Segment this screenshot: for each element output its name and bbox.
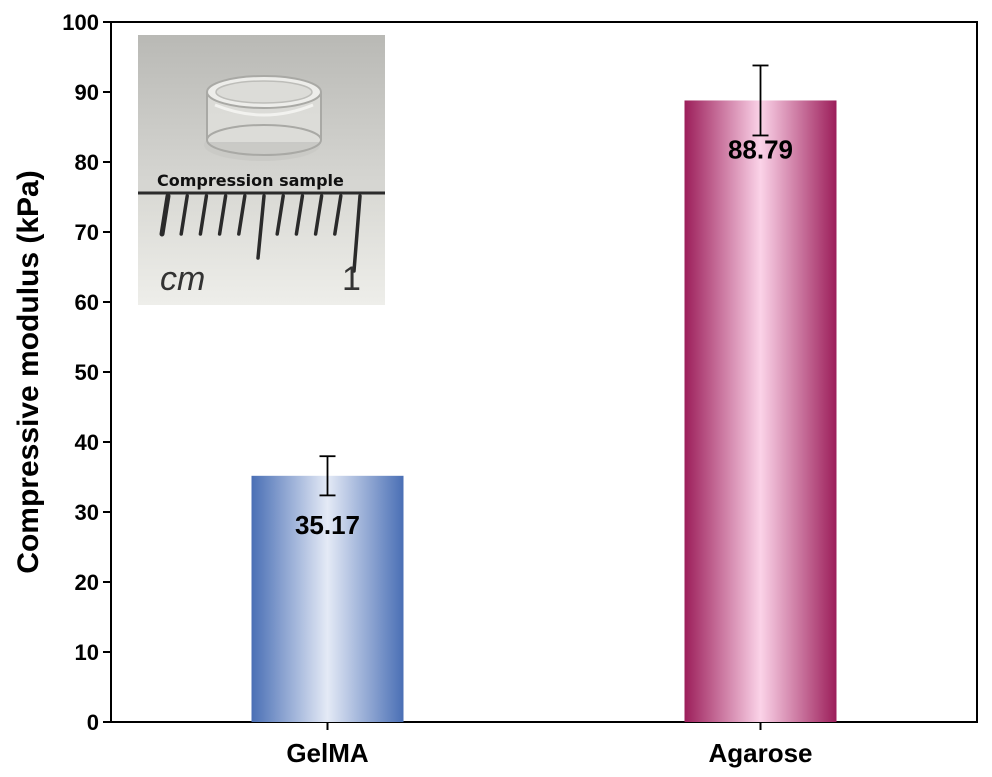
inset-photo: cm 1 — [138, 35, 385, 305]
ruler-tick — [217, 194, 228, 236]
ruler-picture: cm 1 — [138, 191, 385, 305]
ruler-tick — [159, 193, 171, 237]
ruler-tick — [198, 194, 209, 236]
y-axis-ticks: 0 10 20 30 40 50 60 70 80 90 100 — [62, 10, 111, 735]
x-tick-label-agarose: Agarose — [708, 738, 812, 768]
bar-gelma — [251, 475, 404, 722]
ruler-tick — [352, 194, 362, 273]
data-label-gelma: 35.17 — [295, 510, 360, 540]
ruler-tick — [256, 194, 266, 260]
y-tick-label: 30 — [75, 500, 99, 525]
y-tick-label: 60 — [75, 290, 99, 315]
y-tick-label: 90 — [75, 80, 99, 105]
ruler-tick — [179, 194, 189, 236]
ruler-number-label: 1 — [342, 260, 361, 298]
bars-group: 35.17 GelMA 88.79 Agarose — [251, 64, 837, 768]
y-tick-label: 0 — [87, 710, 99, 735]
x-tick-label-gelma: GelMA — [286, 738, 369, 768]
ruler-tick — [313, 194, 324, 236]
ruler-tick — [294, 194, 305, 236]
ruler-unit-label: cm — [160, 260, 205, 298]
y-tick-label: 50 — [75, 360, 99, 385]
y-tick-label: 70 — [75, 220, 99, 245]
y-tick-label: 80 — [75, 150, 99, 175]
inset-caption: Compression sample — [157, 171, 344, 190]
ruler-tick — [237, 194, 247, 236]
ruler-tick — [275, 194, 285, 236]
y-tick-label: 100 — [62, 10, 99, 35]
y-tick-label: 10 — [75, 640, 99, 665]
data-label-agarose: 88.79 — [728, 134, 793, 164]
y-tick-label: 20 — [75, 570, 99, 595]
y-tick-label: 40 — [75, 430, 99, 455]
ruler-tick — [333, 194, 343, 236]
y-axis-title: Compressive modulus (kPa) — [12, 170, 45, 573]
gel-sample-picture — [204, 75, 322, 161]
bar-agarose — [684, 100, 837, 723]
